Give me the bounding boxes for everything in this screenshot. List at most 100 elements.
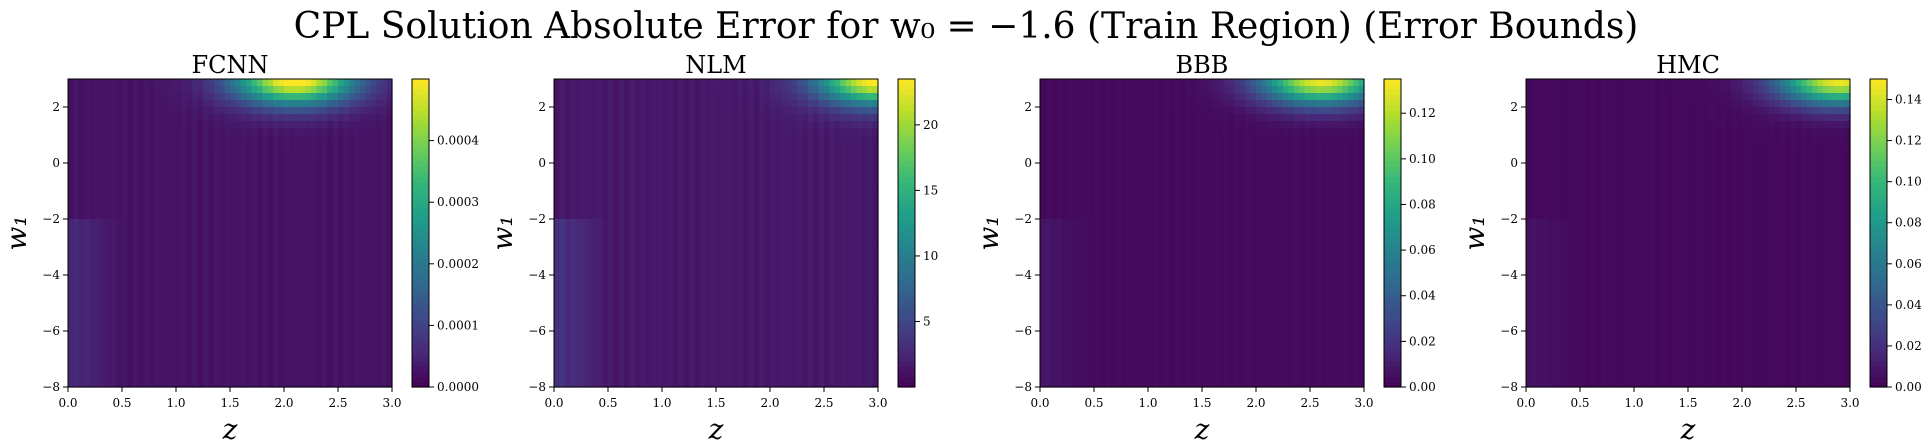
heatmap-cell (159, 226, 166, 234)
y-tick-label: −4 (42, 268, 60, 282)
heatmap-cell (73, 289, 80, 297)
heatmap-cell (273, 317, 280, 325)
heatmap-cell (149, 149, 155, 157)
heatmap-cell (753, 289, 760, 297)
heatmap-cell (743, 156, 749, 164)
heatmap-cell (224, 310, 231, 318)
heatmap-cell (305, 226, 312, 234)
heatmap-cell (73, 177, 80, 185)
heatmap-cell (132, 226, 139, 234)
heatmap-cell (235, 310, 242, 318)
heatmap-cell (365, 198, 371, 206)
heatmap-cell (564, 177, 571, 185)
heatmap-cell (73, 121, 80, 129)
heatmap-cell (208, 268, 215, 276)
heatmap-cell (149, 226, 155, 234)
heatmap-cell (197, 177, 204, 185)
heatmap-cell (645, 282, 652, 290)
heatmap-cell (262, 352, 269, 360)
heatmap-cell (257, 205, 263, 213)
heatmap-cell (689, 268, 695, 276)
heatmap-cell (581, 254, 587, 262)
heatmap-cell (386, 331, 393, 339)
heatmap-cell (262, 366, 269, 374)
heatmap-cell (694, 296, 701, 304)
heatmap-cell (338, 282, 344, 290)
heatmap-cell (651, 100, 658, 108)
heatmap-cell (170, 163, 177, 171)
heatmap-cell (365, 268, 371, 276)
heatmap-cell (743, 254, 749, 262)
heatmap-cell (586, 240, 593, 248)
heatmap-cell (726, 240, 733, 248)
heatmap-cell (300, 366, 307, 374)
heatmap-cell (797, 170, 803, 178)
heatmap-cell (764, 261, 771, 269)
heatmap-cell (165, 310, 172, 318)
heatmap-cell (321, 149, 328, 157)
heatmap-cell (359, 184, 366, 192)
heatmap-cell (159, 212, 166, 220)
heatmap-cell (132, 233, 139, 241)
heatmap-cell (559, 170, 566, 178)
heatmap-cell (284, 107, 290, 115)
heatmap-cell (829, 142, 836, 150)
heatmap-cell (689, 212, 695, 220)
heatmap-cell (78, 149, 85, 157)
heatmap-cell (581, 156, 587, 164)
heatmap-cell (602, 233, 609, 241)
heatmap-cell (78, 254, 85, 262)
heatmap-cell (235, 289, 242, 297)
heatmap-cell (78, 352, 85, 360)
heatmap-cell (165, 170, 172, 178)
heatmap-cell (651, 233, 658, 241)
heatmap-cell (748, 261, 755, 269)
heatmap-cell (224, 338, 231, 346)
heatmap-cell (591, 254, 598, 262)
heatmap-cell (273, 359, 280, 367)
heatmap-cell (105, 331, 112, 339)
heatmap-cell (354, 296, 361, 304)
heatmap-cell (170, 100, 177, 108)
heatmap-cell (235, 317, 242, 325)
heatmap-cell (348, 93, 355, 101)
heatmap-cell (273, 289, 280, 297)
heatmap-cell (273, 366, 280, 374)
heatmap-cell (759, 79, 766, 87)
heatmap-cell (68, 114, 74, 122)
heatmap-cell (683, 135, 690, 143)
heatmap-cell (273, 135, 280, 143)
heatmap-cell (824, 247, 830, 255)
heatmap-cell (321, 142, 328, 150)
heatmap-cell (127, 233, 134, 241)
heatmap-cell (311, 373, 317, 381)
heatmap-cell (338, 128, 344, 136)
heatmap-cell (629, 135, 636, 143)
heatmap-cell (586, 317, 593, 325)
heatmap-cell (165, 121, 172, 129)
heatmap-cell (359, 317, 366, 325)
heatmap-cell (608, 121, 614, 129)
heatmap-cell (116, 107, 123, 115)
heatmap-cell (645, 226, 652, 234)
heatmap-cell (95, 282, 101, 290)
heatmap-cell (613, 338, 620, 346)
heatmap-cell (564, 156, 571, 164)
heatmap-cell (267, 163, 274, 171)
heatmap-cell (834, 79, 841, 87)
heatmap-cell (186, 170, 193, 178)
heatmap-cell (84, 289, 91, 297)
heatmap-cell (667, 177, 674, 185)
heatmap-cell (370, 366, 377, 374)
heatmap-cell (68, 93, 74, 101)
heatmap-cell (678, 254, 685, 262)
heatmap-cell (807, 170, 814, 178)
heatmap-cell (246, 156, 253, 164)
heatmap-cell (327, 254, 334, 262)
heatmap-cell (257, 373, 263, 381)
heatmap-cell (84, 191, 91, 199)
heatmap-cell (581, 247, 587, 255)
heatmap-cell (575, 338, 582, 346)
heatmap-cell (213, 212, 220, 220)
heatmap-cell (624, 135, 631, 143)
